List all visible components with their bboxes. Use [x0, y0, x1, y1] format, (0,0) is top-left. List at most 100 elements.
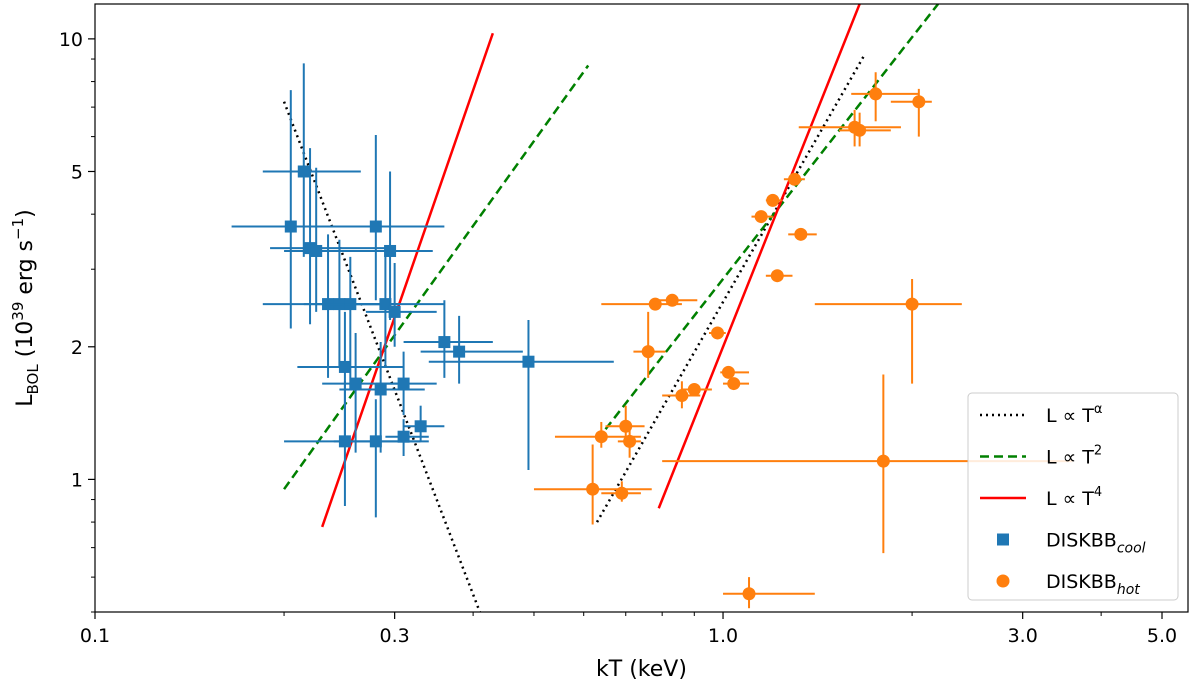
- hot-point-24: [814, 279, 962, 384]
- hot-point-16: [765, 193, 782, 207]
- x-tick-label: 3.0: [1008, 625, 1038, 647]
- legend-item-5: DISKBBhot: [996, 571, 1140, 598]
- plot-area: [231, 4, 1073, 612]
- legend-label: L ∝ T2: [1046, 444, 1102, 469]
- cool-point-16: [365, 262, 437, 347]
- cool-square-marker: [438, 336, 451, 349]
- hot-circle-marker: [869, 87, 883, 101]
- hot-circle-marker: [754, 210, 768, 224]
- legend-label: DISKBBcool: [1046, 530, 1146, 557]
- hot-point-5: [617, 426, 641, 458]
- hot-circle-marker: [853, 123, 867, 137]
- legend-item-3: L ∝ T4: [980, 485, 1102, 510]
- hot-point-25: [890, 88, 932, 137]
- cool-square-marker: [522, 355, 535, 368]
- cool-point-12: [339, 342, 425, 453]
- hot-circle-marker: [641, 345, 655, 359]
- trend-line-1-segment-2: [595, 54, 866, 523]
- cool-point-13: [333, 399, 429, 518]
- trend-line-3-segment-2: [657, 4, 861, 509]
- hot-circle-marker: [727, 377, 741, 391]
- cool-square-marker: [384, 244, 397, 257]
- legend-label-sup: α: [1094, 402, 1103, 417]
- hot-point-19: [788, 227, 817, 241]
- cool-point-8: [284, 381, 421, 507]
- cool-point-17: [375, 351, 437, 416]
- hot-circle-marker: [742, 587, 756, 601]
- cool-square-marker: [369, 435, 382, 448]
- hot-circle-marker: [615, 486, 629, 500]
- legend-box: [967, 392, 1179, 601]
- legend-label: L ∝ Tα: [1046, 402, 1102, 427]
- legend-label-main: DISKBB: [1046, 530, 1117, 552]
- hot-circle-marker: [905, 297, 919, 311]
- hot-point-12: [720, 365, 750, 379]
- trend-line-3-segment-1: [320, 32, 495, 528]
- cool-square-marker: [297, 165, 310, 178]
- hot-circle-marker: [623, 434, 637, 448]
- hot-circle-marker: [876, 454, 890, 468]
- y-tick-label: 1: [71, 469, 83, 491]
- y-tick-label: 2: [71, 337, 83, 359]
- y-axis-label-part: BOL: [24, 364, 42, 395]
- cool-point-22: [428, 320, 614, 471]
- legend-item-1: L ∝ Tα: [980, 402, 1102, 427]
- legend-label-sub: cool: [1117, 541, 1146, 557]
- y-tick-label: 10: [59, 29, 83, 51]
- x-tick-label: 1.0: [708, 625, 738, 647]
- cool-point-21: [420, 315, 523, 384]
- legend-label-main: L ∝ T: [1046, 405, 1094, 427]
- legend-item-2: L ∝ T2: [980, 444, 1102, 469]
- hot-point-18: [783, 172, 805, 186]
- hot-circle-marker: [711, 326, 725, 340]
- plot-frame: [94, 3, 1189, 613]
- hot-point-1: [533, 444, 652, 525]
- legend-label: DISKBBhot: [1046, 571, 1140, 598]
- hot-point-22: [851, 72, 919, 122]
- x-tick-label: 0.3: [380, 625, 410, 647]
- cool-point-20: [403, 300, 493, 378]
- y-axis-label-part: erg s: [13, 240, 38, 302]
- cool-square-marker: [310, 244, 323, 257]
- legend-item-4: DISKBBcool: [997, 530, 1146, 557]
- legend-label: L ∝ T4: [1046, 485, 1102, 510]
- y-axis-label-part: 39: [9, 302, 27, 321]
- hot-circle-marker: [794, 227, 808, 241]
- legend-label-main: DISKBB: [1046, 571, 1117, 593]
- hot-circle-marker: [586, 482, 600, 496]
- y-axis-label-part: −1: [9, 218, 27, 240]
- hot-point-15: [751, 210, 773, 224]
- hot-point-8: [651, 293, 698, 307]
- legend-square-marker: [997, 533, 1009, 546]
- hot-point-13: [723, 377, 750, 391]
- cool-point-10: [322, 332, 404, 453]
- hot-circle-marker: [770, 269, 784, 283]
- hot-point-14: [723, 577, 815, 609]
- hot-circle-marker: [594, 430, 608, 444]
- legend-label-sub: hot: [1117, 582, 1140, 598]
- legend-label-main: L ∝ T: [1046, 488, 1094, 510]
- hot-point-21: [839, 112, 891, 147]
- trend-line-2-segment-1: [283, 64, 590, 490]
- y-axis-label: LBOL (1039 erg s−1): [9, 209, 42, 406]
- hot-circle-marker: [766, 193, 780, 207]
- x-tick-label: 0.1: [80, 625, 110, 647]
- cool-point-5: [262, 234, 400, 378]
- cool-square-marker: [284, 220, 297, 233]
- hot-point-6: [633, 311, 666, 378]
- hot-circle-marker: [788, 172, 802, 186]
- legend-label-sup: 4: [1094, 485, 1102, 500]
- cool-square-marker: [349, 377, 362, 390]
- cool-square-marker: [397, 430, 410, 443]
- y-tick-label: 5: [71, 161, 83, 183]
- hot-point-10: [681, 382, 712, 396]
- hot-circle-marker: [687, 382, 701, 396]
- cool-square-marker: [374, 383, 387, 396]
- cool-point-1: [231, 90, 361, 329]
- x-tick-label: 5.0: [1147, 625, 1177, 647]
- hot-circle-marker: [675, 389, 689, 403]
- cool-point-15: [350, 171, 433, 321]
- y-axis-label-part: L: [13, 394, 38, 407]
- y-axis-label-part: (10: [13, 321, 38, 365]
